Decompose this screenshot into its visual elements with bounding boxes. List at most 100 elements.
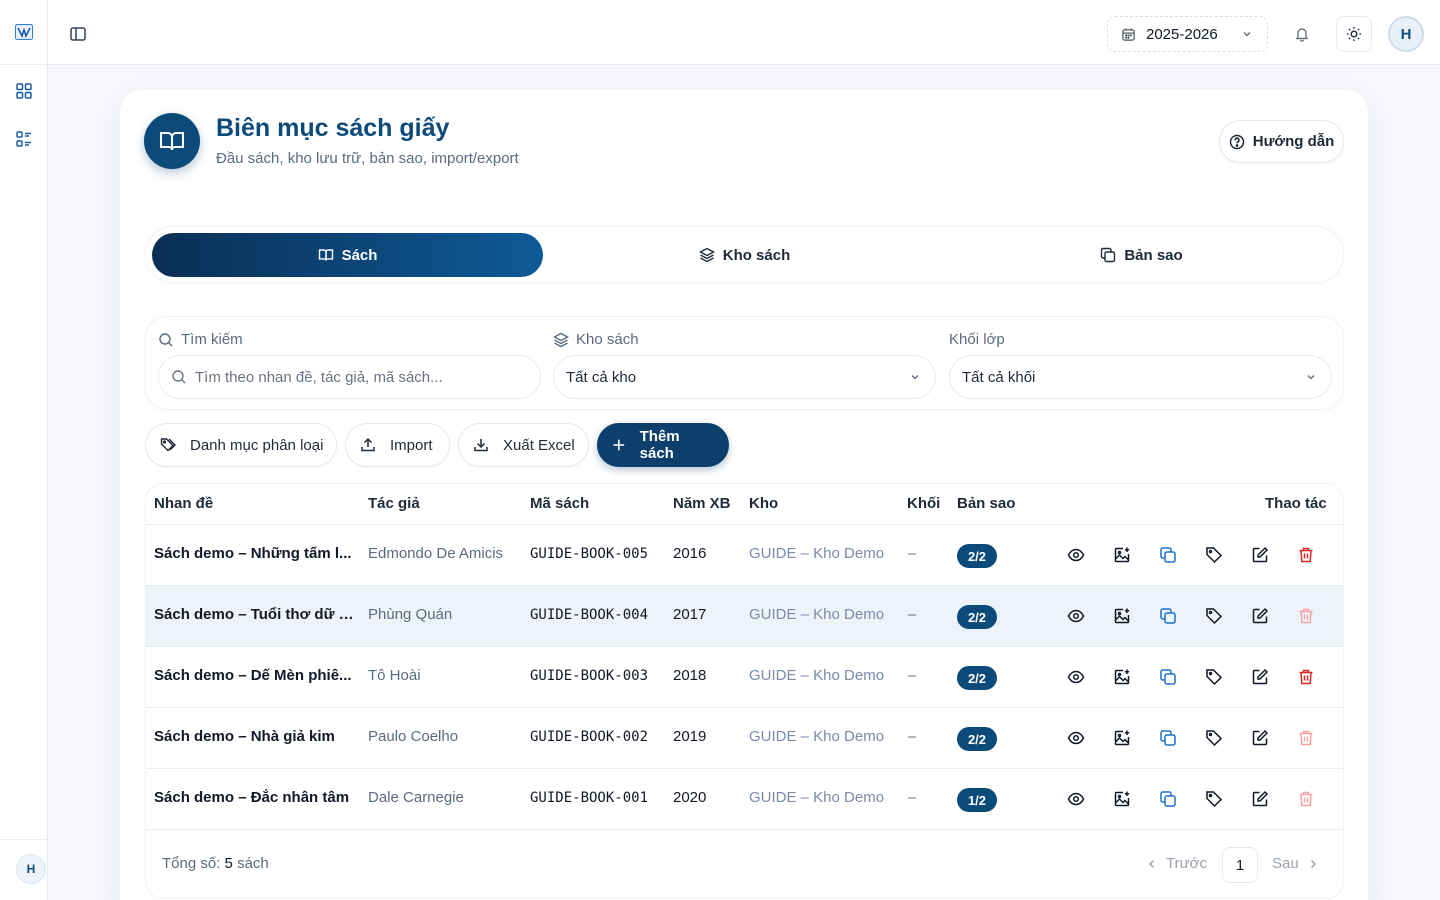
table-row[interactable]: Sách demo – Những tấm l... Edmondo De Ami…: [146, 525, 1343, 586]
search-icon: [172, 370, 186, 384]
add-image-icon[interactable]: [1113, 790, 1131, 808]
copies-icon[interactable]: [1159, 790, 1177, 808]
delete-icon[interactable]: [1297, 668, 1315, 686]
row-title: Sách demo – Dế Mèn phiê...: [154, 667, 352, 684]
row-store: GUIDE – Kho Demo: [749, 789, 885, 806]
copies-icon[interactable]: [1159, 729, 1177, 747]
page-number-button[interactable]: 1: [1222, 847, 1258, 883]
table-row[interactable]: Sách demo – Tuổi thơ dữ d... Phùng Quán GU…: [146, 586, 1343, 647]
next-page-button[interactable]: Sau: [1272, 855, 1319, 872]
bell-icon[interactable]: [1293, 25, 1311, 43]
col-author: Tác giả: [368, 495, 420, 512]
copies-icon[interactable]: [1159, 668, 1177, 686]
table-row[interactable]: Sách demo – Nhà giả kim Paulo Coelho GUIDE…: [146, 708, 1343, 769]
row-store: GUIDE – Kho Demo: [749, 545, 885, 562]
search-input[interactable]: Tìm theo nhan đề, tác giả, mã sách...: [158, 355, 541, 399]
view-icon[interactable]: [1067, 607, 1085, 625]
upload-icon: [361, 437, 375, 452]
view-icon[interactable]: [1067, 546, 1085, 564]
row-grade: –: [908, 545, 917, 562]
edit-icon[interactable]: [1251, 790, 1269, 808]
table-header: Nhan đề Tác giả Mã sách Năm XB Kho Khối …: [146, 484, 1343, 525]
book-open-icon: [144, 113, 200, 169]
tab-stores-label: Kho sách: [722, 246, 791, 264]
tag-icon[interactable]: [1205, 668, 1223, 686]
view-icon[interactable]: [1067, 790, 1085, 808]
copies-badge: 1/2: [957, 788, 997, 812]
delete-icon[interactable]: [1297, 546, 1315, 564]
table-row[interactable]: Sách demo – Dế Mèn phiê... Tô Hoài GUIDE-B…: [146, 647, 1343, 708]
tab-books[interactable]: Sách: [152, 233, 543, 277]
top-bar: 2025-2026 H: [48, 0, 1440, 65]
row-year: 2020: [673, 789, 707, 806]
row-year: 2019: [673, 728, 707, 745]
col-grade: Khối: [907, 495, 941, 512]
grade-filter-label: Khối lớp: [949, 331, 1005, 348]
row-code: GUIDE-BOOK-002: [530, 729, 649, 745]
add-image-icon[interactable]: [1113, 729, 1131, 747]
row-year: 2016: [673, 545, 707, 562]
table-row[interactable]: Sách demo – Đắc nhân tâm Dale Carnegie GUI…: [146, 769, 1343, 830]
store-select-value: Tất cả kho: [566, 368, 637, 386]
download-icon: [474, 439, 488, 452]
row-title: Sách demo – Tuổi thơ dữ d...: [154, 606, 354, 623]
theme-toggle-button[interactable]: [1336, 16, 1372, 52]
layers-icon: [698, 247, 715, 263]
sidebar-toggle-icon[interactable]: [69, 25, 87, 43]
tab-copies[interactable]: Bản sao: [946, 233, 1337, 277]
category-button[interactable]: Danh mục phân loại: [145, 423, 337, 467]
grade-select[interactable]: Tất cả khối: [949, 355, 1332, 399]
delete-icon[interactable]: [1297, 790, 1315, 808]
view-icon[interactable]: [1067, 668, 1085, 686]
user-avatar[interactable]: H: [1388, 16, 1424, 52]
tag-icon[interactable]: [1205, 607, 1223, 625]
tag-icon[interactable]: [1205, 546, 1223, 564]
tab-bar: Sách Kho sách Bản sao: [145, 226, 1344, 283]
copies-badge: 2/2: [957, 727, 997, 751]
copies-icon[interactable]: [1159, 607, 1177, 625]
page-subtitle: Đầu sách, kho lưu trữ, bản sao, import/e…: [216, 150, 519, 167]
copies-icon[interactable]: [1159, 546, 1177, 564]
delete-icon[interactable]: [1297, 607, 1315, 625]
tag-icon[interactable]: [1205, 790, 1223, 808]
app-logo[interactable]: [15, 24, 33, 40]
school-year-select[interactable]: 2025-2026: [1107, 16, 1268, 52]
row-grade: –: [908, 728, 917, 745]
tab-copies-label: Bản sao: [1124, 246, 1183, 264]
edit-icon[interactable]: [1251, 546, 1269, 564]
sidebar-avatar[interactable]: H: [16, 854, 46, 884]
copy-icon: [1101, 247, 1116, 263]
chevron-left-icon: [1148, 859, 1155, 868]
chevron-down-icon: [911, 374, 919, 380]
edit-icon[interactable]: [1251, 668, 1269, 686]
row-code: GUIDE-BOOK-003: [530, 668, 649, 684]
left-rail: H: [0, 0, 48, 900]
view-icon[interactable]: [1067, 729, 1085, 747]
filter-panel: Tìm kiếm Tìm theo nhan đề, tác giả, mã s…: [145, 316, 1344, 410]
col-actions: Thao tác: [1265, 495, 1327, 512]
catalog-nav-icon[interactable]: [15, 130, 33, 148]
dashboard-nav-icon[interactable]: [15, 82, 33, 100]
row-store: GUIDE – Kho Demo: [749, 667, 885, 684]
edit-icon[interactable]: [1251, 729, 1269, 747]
prev-page-button[interactable]: Trước: [1146, 855, 1207, 872]
tab-stores[interactable]: Kho sách: [549, 233, 940, 277]
tag-icon[interactable]: [1205, 729, 1223, 747]
help-button[interactable]: Hướng dẫn: [1219, 120, 1344, 163]
import-button[interactable]: Import: [345, 423, 450, 467]
add-image-icon[interactable]: [1113, 546, 1131, 564]
school-year-value: 2025-2026: [1146, 25, 1218, 43]
row-author: Paulo Coelho: [368, 728, 459, 745]
catalog-card: Biên mục sách giấy Đầu sách, kho lưu trữ…: [120, 90, 1368, 900]
add-image-icon[interactable]: [1113, 607, 1131, 625]
edit-icon[interactable]: [1251, 607, 1269, 625]
row-title: Sách demo – Những tấm l...: [154, 545, 352, 562]
add-image-icon[interactable]: [1113, 668, 1131, 686]
export-excel-button[interactable]: Xuất Excel: [458, 423, 589, 467]
col-code: Mã sách: [530, 495, 590, 512]
plus-icon: [613, 439, 625, 451]
copies-badge: 2/2: [957, 666, 997, 690]
delete-icon[interactable]: [1297, 729, 1315, 747]
store-select[interactable]: Tất cả kho: [553, 355, 936, 399]
add-book-button[interactable]: Thêm sách: [597, 423, 729, 467]
